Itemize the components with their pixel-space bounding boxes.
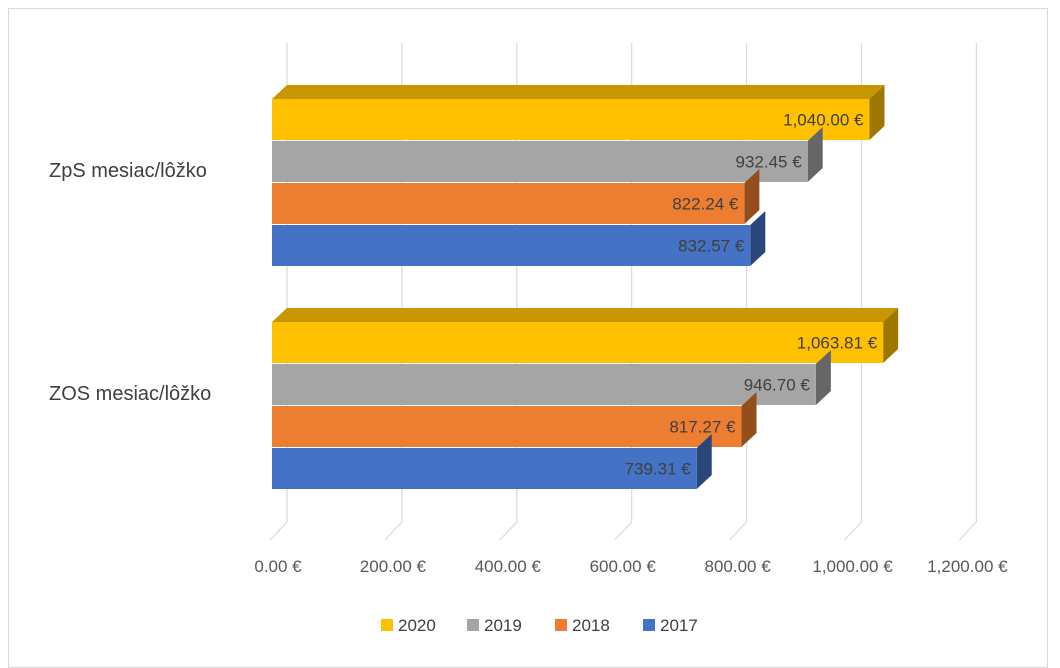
legend-swatch bbox=[555, 619, 567, 631]
chart-area: 1,040.00 € 932.45 € 822.24 € 832.57 € 1,063.… bbox=[8, 8, 1048, 668]
legend-label: 2018 bbox=[572, 616, 610, 635]
gridline-floor bbox=[499, 521, 518, 541]
gridline-floor bbox=[729, 521, 748, 541]
bar-front-face bbox=[272, 99, 870, 140]
bar-front-face bbox=[272, 183, 745, 224]
bars bbox=[272, 85, 899, 489]
x-axis-tick-labels: 0.00 € 200.00 € 400.00 € 600.00 € 800.00 € 1,… bbox=[254, 557, 1008, 576]
data-label: 1,063.81 € bbox=[797, 334, 878, 353]
legend-item-2018: 2018 bbox=[555, 616, 610, 635]
tick-label: 600.00 € bbox=[590, 557, 657, 576]
gridline-floor bbox=[614, 521, 633, 541]
bar-2018-zos bbox=[272, 392, 757, 447]
data-labels: 1,040.00 € 932.45 € 822.24 € 832.57 € 1,063.… bbox=[625, 111, 878, 479]
bar-2020-zos bbox=[272, 308, 899, 363]
gridline-floor bbox=[384, 521, 403, 541]
bar-front-face bbox=[272, 448, 697, 489]
bar-2019-zos bbox=[272, 350, 831, 405]
tick-label: 1,200.00 € bbox=[927, 557, 1008, 576]
bar-2018-zps bbox=[272, 169, 760, 224]
bar-chart: 1,040.00 € 932.45 € 822.24 € 832.57 € 1,063.… bbox=[49, 43, 1008, 635]
data-label: 739.31 € bbox=[625, 460, 692, 479]
tick-label: 400.00 € bbox=[475, 557, 542, 576]
legend-item-2020: 2020 bbox=[381, 616, 436, 635]
bar-2017-zps bbox=[272, 211, 766, 266]
bar-side-face bbox=[744, 169, 760, 224]
bar-side-face bbox=[883, 308, 899, 363]
data-label: 832.57 € bbox=[678, 237, 745, 256]
bar-2020-zps bbox=[272, 85, 885, 140]
bar-side-face bbox=[696, 434, 712, 489]
legend-swatch bbox=[467, 619, 479, 631]
bar-front-face bbox=[272, 322, 884, 363]
bar-2017-zos bbox=[272, 434, 712, 489]
legend-item-2019: 2019 bbox=[467, 616, 522, 635]
legend-item-2017: 2017 bbox=[643, 616, 698, 635]
gridline-floor bbox=[269, 521, 288, 541]
bar-side-face bbox=[807, 127, 823, 182]
gridline-floor bbox=[958, 521, 977, 541]
legend-label: 2020 bbox=[398, 616, 436, 635]
legend-swatch bbox=[643, 619, 655, 631]
legend: 2020 2019 2018 2017 bbox=[381, 616, 698, 635]
category-label: ZOS mesiac/lôžko bbox=[49, 383, 211, 405]
tick-label: 1,000.00 € bbox=[812, 557, 893, 576]
tick-label: 200.00 € bbox=[360, 557, 427, 576]
data-label: 946.70 € bbox=[744, 376, 811, 395]
legend-label: 2019 bbox=[484, 616, 522, 635]
bar-front-face bbox=[272, 406, 742, 447]
legend-label: 2017 bbox=[660, 616, 698, 635]
data-label: 932.45 € bbox=[736, 153, 803, 172]
bar-front-face bbox=[272, 225, 751, 266]
category-label: ZpS mesiac/lôžko bbox=[49, 160, 207, 182]
bar-top-face bbox=[272, 85, 885, 99]
bar-side-face bbox=[869, 85, 885, 140]
data-label: 1,040.00 € bbox=[783, 111, 864, 130]
tick-label: 800.00 € bbox=[705, 557, 772, 576]
bar-2019-zps bbox=[272, 127, 823, 182]
bar-side-face bbox=[815, 350, 831, 405]
tick-label: 0.00 € bbox=[254, 557, 302, 576]
bar-front-face bbox=[272, 364, 816, 405]
bar-top-face bbox=[272, 308, 899, 322]
legend-swatch bbox=[381, 619, 393, 631]
data-label: 817.27 € bbox=[669, 418, 736, 437]
data-label: 822.24 € bbox=[672, 195, 739, 214]
bar-front-face bbox=[272, 141, 808, 182]
bar-side-face bbox=[750, 211, 766, 266]
bar-side-face bbox=[741, 392, 757, 447]
category-labels: ZpS mesiac/lôžko ZOS mesiac/lôžko bbox=[49, 160, 211, 405]
gridline-floor bbox=[844, 521, 862, 541]
